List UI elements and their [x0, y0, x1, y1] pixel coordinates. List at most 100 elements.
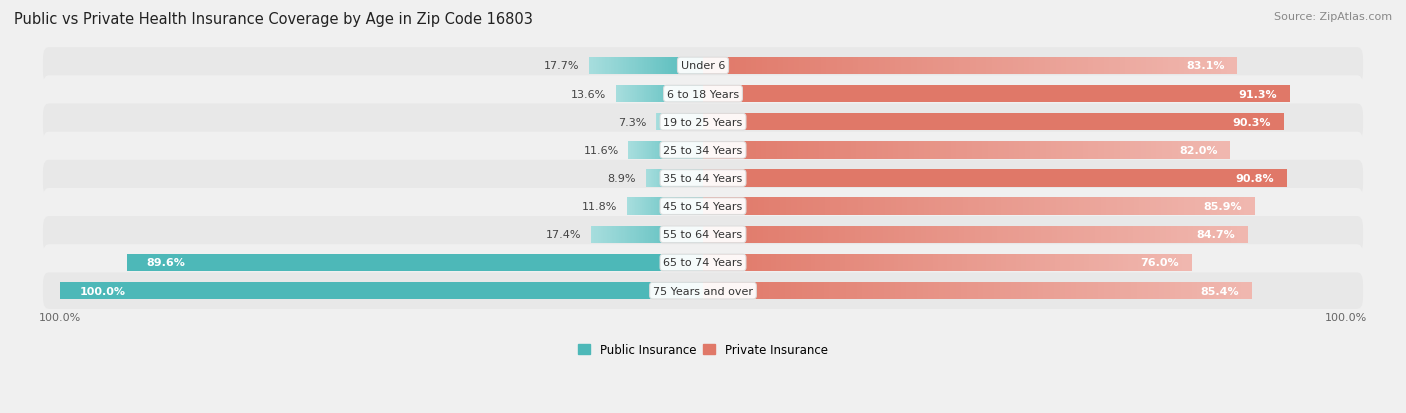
- Bar: [845, 226, 851, 244]
- Bar: [1136, 142, 1140, 159]
- Bar: [1167, 254, 1173, 272]
- Bar: [747, 254, 752, 272]
- Bar: [786, 198, 792, 216]
- Bar: [1064, 254, 1070, 272]
- Bar: [962, 142, 967, 159]
- Text: 84.7%: 84.7%: [1197, 230, 1234, 240]
- Bar: [828, 226, 834, 244]
- Bar: [858, 198, 863, 216]
- Bar: [1067, 198, 1073, 216]
- Bar: [962, 254, 967, 272]
- Bar: [1004, 142, 1010, 159]
- Bar: [814, 198, 818, 216]
- Bar: [945, 282, 950, 300]
- Bar: [998, 142, 1004, 159]
- Bar: [875, 198, 880, 216]
- Bar: [1139, 198, 1144, 216]
- Bar: [720, 282, 725, 300]
- FancyBboxPatch shape: [48, 108, 1358, 136]
- Bar: [763, 198, 769, 216]
- Bar: [1225, 142, 1230, 159]
- Bar: [839, 254, 845, 272]
- Bar: [896, 198, 901, 216]
- Bar: [1095, 198, 1101, 216]
- Bar: [1112, 226, 1116, 244]
- Bar: [842, 57, 848, 75]
- Bar: [959, 226, 965, 244]
- Bar: [709, 282, 714, 300]
- Bar: [820, 254, 825, 272]
- Bar: [845, 142, 851, 159]
- Bar: [948, 226, 953, 244]
- Bar: [1035, 57, 1039, 75]
- Bar: [727, 254, 733, 272]
- Bar: [922, 254, 928, 272]
- Bar: [1128, 226, 1133, 244]
- Bar: [977, 282, 983, 300]
- Bar: [724, 142, 730, 159]
- Bar: [1161, 142, 1167, 159]
- Bar: [1144, 198, 1150, 216]
- Bar: [860, 226, 866, 244]
- Bar: [831, 57, 837, 75]
- Bar: [1019, 142, 1025, 159]
- Bar: [877, 226, 883, 244]
- Bar: [741, 57, 745, 75]
- Bar: [804, 57, 810, 75]
- Bar: [1046, 198, 1050, 216]
- Bar: [967, 142, 972, 159]
- FancyBboxPatch shape: [48, 136, 1358, 164]
- Bar: [1133, 254, 1137, 272]
- Bar: [815, 254, 820, 272]
- Text: 76.0%: 76.0%: [1140, 258, 1178, 268]
- Bar: [1137, 282, 1142, 300]
- Bar: [1250, 198, 1256, 216]
- Bar: [1236, 282, 1241, 300]
- Bar: [824, 198, 830, 216]
- Bar: [769, 198, 775, 216]
- Bar: [790, 282, 796, 300]
- Bar: [928, 254, 932, 272]
- Bar: [703, 142, 709, 159]
- Bar: [1067, 142, 1073, 159]
- Bar: [1184, 198, 1189, 216]
- Bar: [1029, 57, 1035, 75]
- Bar: [1168, 57, 1173, 75]
- Bar: [932, 57, 938, 75]
- Text: 7.3%: 7.3%: [619, 117, 647, 128]
- Bar: [912, 198, 918, 216]
- Bar: [1132, 282, 1137, 300]
- Bar: [884, 254, 889, 272]
- Bar: [835, 142, 841, 159]
- Bar: [1029, 198, 1035, 216]
- Bar: [1010, 142, 1014, 159]
- Bar: [780, 282, 786, 300]
- Bar: [1031, 142, 1035, 159]
- Bar: [983, 142, 988, 159]
- Bar: [772, 57, 778, 75]
- Bar: [1078, 198, 1084, 216]
- Text: 25 to 34 Years: 25 to 34 Years: [664, 145, 742, 156]
- Bar: [1104, 254, 1108, 272]
- Bar: [731, 282, 735, 300]
- Bar: [725, 282, 731, 300]
- Bar: [792, 254, 796, 272]
- Bar: [792, 198, 797, 216]
- Bar: [1230, 282, 1236, 300]
- Bar: [963, 198, 969, 216]
- Bar: [1025, 226, 1029, 244]
- Bar: [779, 226, 785, 244]
- Bar: [905, 57, 911, 75]
- Bar: [1001, 254, 1005, 272]
- Bar: [943, 57, 949, 75]
- Bar: [986, 226, 991, 244]
- FancyBboxPatch shape: [48, 221, 1358, 249]
- Bar: [1122, 226, 1128, 244]
- Bar: [786, 254, 792, 272]
- Bar: [959, 57, 965, 75]
- Text: 100.0%: 100.0%: [79, 286, 125, 296]
- Bar: [1118, 198, 1123, 216]
- Bar: [1178, 198, 1184, 216]
- Bar: [993, 142, 998, 159]
- Bar: [941, 198, 946, 216]
